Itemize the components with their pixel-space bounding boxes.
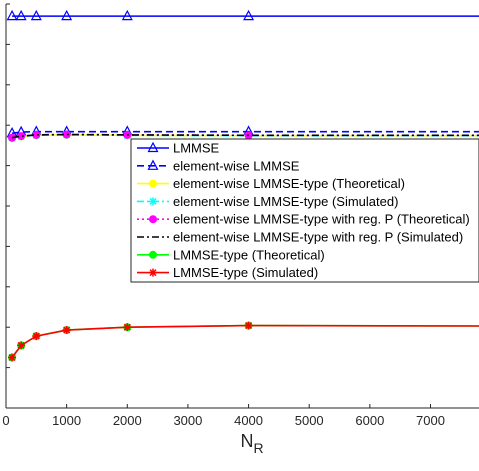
star-stroke <box>149 269 157 277</box>
data-point <box>8 353 17 362</box>
legend-label: element-wise LMMSE <box>173 158 300 173</box>
x-tick-label: 6000 <box>355 413 384 428</box>
series-line <box>11 324 479 358</box>
data-point <box>149 268 157 277</box>
x-tick-label: 7000 <box>416 413 445 428</box>
legend-box <box>130 138 479 283</box>
data-point <box>123 323 132 332</box>
legend-item: element-wise LMMSE <box>137 158 300 173</box>
x-tick-label: 0 <box>2 413 9 428</box>
legend-label: element-wise LMMSE-type with reg. P (Sim… <box>173 230 463 245</box>
data-point <box>17 341 26 350</box>
data-point <box>62 326 71 335</box>
legend-label: LMMSE-type (Theoretical) <box>173 247 325 262</box>
legend-item: LMMSE-type (Theoretical) <box>137 247 325 262</box>
x-tick-label: 1000 <box>52 413 81 428</box>
data-point <box>244 321 253 330</box>
data-point <box>30 9 42 21</box>
x-tick-label: 4000 <box>234 413 263 428</box>
star-stroke <box>32 332 40 340</box>
data-point <box>147 159 159 170</box>
data-point <box>6 9 18 21</box>
x-tick-label: 3000 <box>173 413 202 428</box>
legend-item: element-wise LMMSE-type with reg. P (The… <box>137 212 470 227</box>
legend-label: element-wise LMMSE-type with reg. P (The… <box>173 212 470 227</box>
star-stroke <box>123 323 131 331</box>
legend-label: LMMSE-type (Simulated) <box>173 265 318 280</box>
data-point <box>61 9 73 21</box>
series-0 <box>6 9 479 21</box>
legend-label: LMMSE <box>173 141 220 156</box>
x-tick-label: 2000 <box>113 413 142 428</box>
series-line <box>11 133 479 139</box>
series-group <box>6 9 479 362</box>
series-6 <box>8 321 479 362</box>
data-point <box>121 9 133 21</box>
star-stroke <box>149 197 157 205</box>
star-stroke <box>63 326 71 334</box>
legend-item: LMMSE-type (Simulated) <box>137 265 318 280</box>
data-point <box>149 215 157 224</box>
legend-label: element-wise LMMSE-type (Theoretical) <box>173 176 405 191</box>
legend-item: element-wise LMMSE-type with reg. P (Sim… <box>137 230 463 245</box>
data-point <box>147 141 159 153</box>
data-point <box>32 332 41 341</box>
series-line <box>11 324 479 358</box>
x-axis-label: NR <box>240 431 263 456</box>
series-5 <box>11 133 479 139</box>
x-tick-label: 5000 <box>295 413 324 428</box>
data-point <box>62 130 71 139</box>
data-point <box>15 9 27 21</box>
legend: LMMSE element-wise LMMSE element-wise LMMS… <box>130 138 479 283</box>
data-point <box>243 9 255 21</box>
series-7 <box>8 321 479 362</box>
legend-item: element-wise LMMSE-type (Theoretical) <box>137 176 405 191</box>
star-stroke <box>245 322 253 330</box>
data-point <box>149 197 157 206</box>
star-stroke <box>17 341 25 349</box>
axes: 0 1000 2000 3000 4000 5000 6000 7000 <box>2 3 479 428</box>
legend-item: LMMSE <box>137 141 220 156</box>
data-point <box>149 179 157 188</box>
data-point <box>149 250 157 259</box>
legend-label: element-wise LMMSE-type (Simulated) <box>173 194 398 209</box>
star-stroke <box>8 353 16 362</box>
legend-item: element-wise LMMSE-type (Simulated) <box>137 194 398 209</box>
